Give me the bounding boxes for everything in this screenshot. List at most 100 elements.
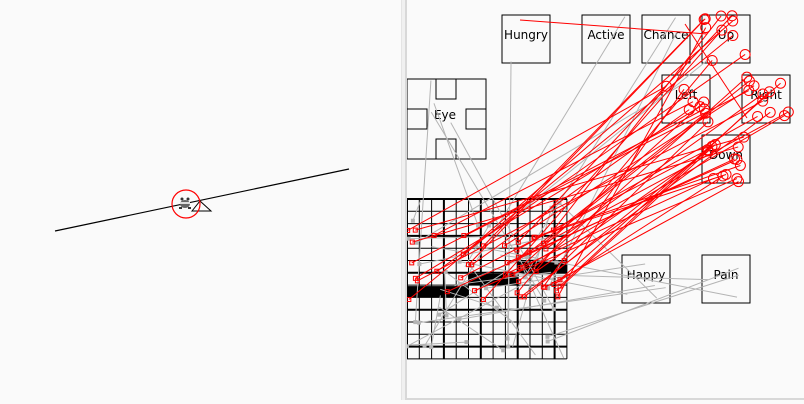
- synapse-marker: [782, 106, 794, 118]
- neuron-label: Hungry: [504, 28, 548, 42]
- inactive-connection: [459, 271, 552, 285]
- inactive-connection: [469, 265, 536, 356]
- synapse-marker: [699, 13, 711, 25]
- synapse-marker: [409, 260, 415, 266]
- inactive-connection: [438, 306, 504, 351]
- synapse-marker: [502, 243, 508, 249]
- neuron-active[interactable]: Active: [581, 14, 631, 64]
- synapse-marker: [554, 288, 560, 294]
- synapse-marker: [542, 298, 547, 303]
- active-connection: [415, 106, 701, 279]
- synapse-marker: [543, 246, 549, 252]
- ramp-triangle: [190, 200, 213, 212]
- synapse-marker: [514, 247, 520, 253]
- inactive-connection: [515, 273, 708, 281]
- active-connection: [517, 15, 733, 243]
- synapse-marker: [434, 268, 440, 274]
- inactive-connection: [559, 202, 658, 299]
- active-connection: [412, 146, 739, 243]
- synapse-marker: [757, 95, 769, 107]
- synapse-marker: [406, 297, 412, 303]
- synapse-marker: [429, 345, 434, 350]
- active-connection: [519, 19, 708, 35]
- active-connection: [411, 90, 750, 264]
- synapse-marker: [472, 288, 478, 294]
- synapse-marker: [546, 286, 551, 291]
- active-connection: [542, 89, 685, 288]
- synapse-marker: [707, 172, 719, 184]
- active-connection: [407, 85, 667, 231]
- synapse-marker: [729, 153, 741, 165]
- synapse-marker: [694, 101, 706, 113]
- active-connection: [684, 23, 748, 119]
- synapse-marker: [458, 275, 464, 281]
- inactive-connection: [412, 200, 421, 221]
- synapse-marker: [738, 131, 750, 143]
- inactive-connection: [512, 207, 553, 348]
- synapse-marker: [532, 234, 538, 240]
- inactive-connection: [416, 83, 683, 244]
- neuron-chance[interactable]: Chance: [641, 14, 691, 64]
- synapse-marker: [763, 86, 775, 98]
- inactive-connection: [430, 295, 441, 348]
- world-canvas[interactable]: [0, 0, 401, 400]
- synapse-marker: [698, 13, 710, 25]
- inactive-connection: [459, 285, 655, 320]
- synapse-marker: [778, 110, 790, 122]
- synapse-marker: [457, 259, 462, 264]
- synapse-marker: [726, 10, 738, 22]
- inactive-connection: [507, 220, 511, 339]
- synapse-marker: [514, 290, 520, 296]
- synapse-marker: [775, 77, 787, 89]
- world-view[interactable]: [0, 0, 401, 400]
- synapse-marker: [700, 22, 712, 34]
- synapse-marker: [505, 336, 510, 341]
- synapse-marker: [557, 201, 562, 206]
- synapse-marker: [715, 10, 727, 22]
- active-connection: [563, 121, 709, 262]
- active-connection: [553, 15, 722, 231]
- inactive-connection: [418, 287, 666, 324]
- inactive-connection: [438, 267, 513, 316]
- panel-divider[interactable]: [401, 0, 407, 400]
- active-connection: [433, 101, 694, 236]
- grid-active-cell: [407, 286, 469, 298]
- synapse-marker: [501, 348, 506, 353]
- active-connection: [417, 100, 763, 282]
- neuron-eye[interactable]: Eye: [406, 78, 487, 160]
- synapse-marker: [700, 107, 712, 119]
- active-connection: [519, 101, 705, 268]
- active-connection: [559, 82, 781, 281]
- terrain-line: [54, 168, 350, 232]
- synapse-marker: [486, 223, 491, 228]
- synapse-marker: [416, 320, 421, 325]
- synapse-marker: [480, 297, 486, 303]
- brain-canvas: HungryActiveChanceUpLeftRightDownHappyPa…: [405, 10, 794, 360]
- synapse-marker: [542, 284, 548, 290]
- inactive-connection: [414, 80, 432, 323]
- synapse-marker: [503, 271, 509, 277]
- synapse-marker: [545, 334, 550, 339]
- synapse-marker: [515, 239, 521, 245]
- synapse-marker: [545, 339, 550, 344]
- synapse-marker: [466, 262, 472, 268]
- synapse-marker: [522, 275, 527, 280]
- synapse-marker: [510, 271, 516, 277]
- synapse-marker: [413, 320, 418, 325]
- active-connection: [468, 18, 706, 265]
- inactive-connection: [547, 274, 739, 338]
- synapse-marker: [678, 83, 690, 95]
- inactive-connection: [433, 103, 479, 226]
- synapse-marker: [406, 236, 411, 241]
- synapse-marker: [764, 106, 776, 118]
- synapse-marker: [405, 344, 410, 349]
- connections: [405, 10, 794, 359]
- active-connection: [516, 116, 758, 251]
- synapse-marker: [517, 265, 523, 271]
- selection-circle: [171, 189, 201, 219]
- neuron-hungry[interactable]: Hungry: [501, 14, 551, 64]
- synapse-marker: [506, 344, 511, 349]
- neuron-label: Pain: [714, 268, 739, 282]
- frog-creature-icon[interactable]: [179, 197, 191, 210]
- synapse-marker: [410, 218, 415, 223]
